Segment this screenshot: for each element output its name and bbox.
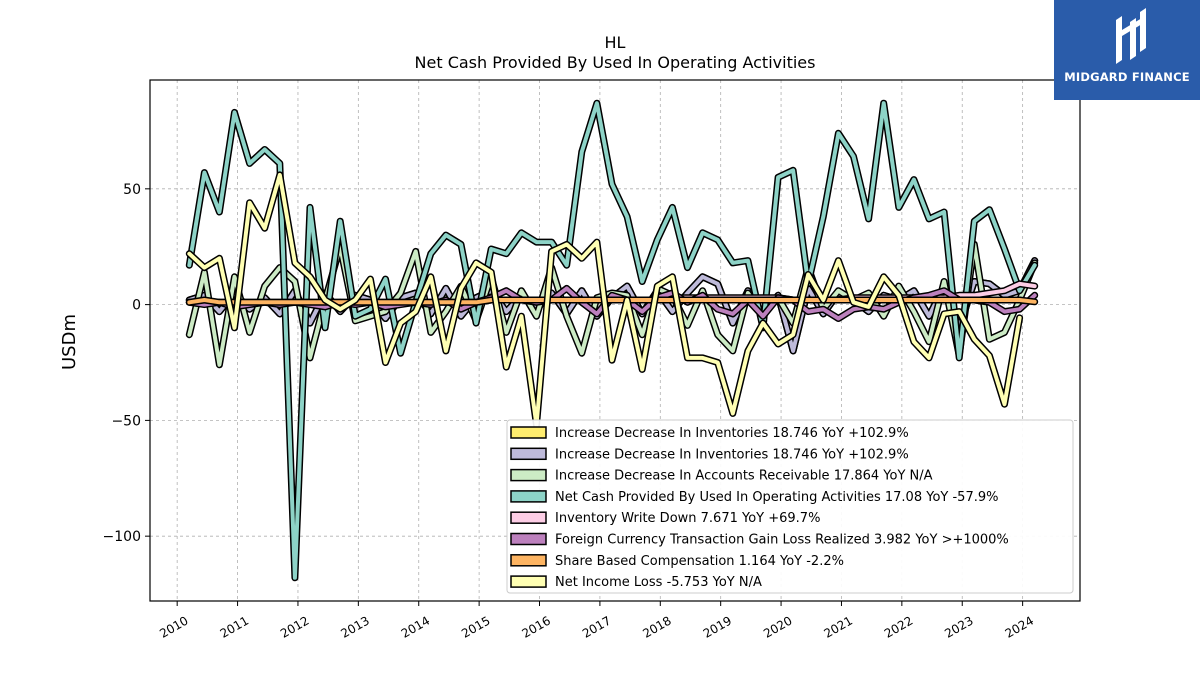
x-tick-label: 2015	[459, 613, 492, 640]
legend-item: Net Income Loss -5.753 YoY N/A	[510, 575, 762, 590]
chart-subtitle: Net Cash Provided By Used In Operating A…	[415, 53, 816, 72]
legend-item: Increase Decrease In Accounts Receivable…	[510, 468, 933, 484]
brand-name: MIDGARD FINANCE	[1064, 70, 1190, 84]
y-tick-label: 50	[123, 182, 141, 198]
legend-item: Foreign Currency Transaction Gain Loss R…	[510, 532, 1009, 548]
legend-label: Increase Decrease In Accounts Receivable…	[555, 469, 933, 484]
legend-swatch	[510, 532, 547, 546]
legend-item: Net Cash Provided By Used In Operating A…	[510, 490, 998, 505]
legend-swatch	[510, 511, 547, 524]
legend-swatch	[510, 426, 547, 439]
x-tick-label: 2022	[882, 613, 915, 640]
series-line-fill	[187, 172, 1022, 427]
x-tick-label: 2010	[157, 613, 190, 640]
x-tick-label: 2012	[278, 613, 311, 640]
legend-item: Share Based Compensation 1.164 YoY -2.2%	[510, 554, 844, 569]
brand-logo: MIDGARD FINANCE	[1054, 0, 1200, 100]
midgard-logo-icon	[1116, 8, 1146, 64]
legend-item: Increase Decrease In Inventories 18.746 …	[510, 426, 909, 441]
x-tick-label: 2017	[580, 613, 613, 640]
y-tick-label: −100	[103, 529, 141, 545]
legend-swatch	[510, 447, 547, 461]
chart-legend: Increase Decrease In Inventories 18.746 …	[506, 419, 1074, 594]
y-axis-label: USDm	[59, 314, 80, 370]
x-tick-label: 2024	[1003, 613, 1036, 640]
legend-item: Inventory Write Down 7.671 YoY +69.7%	[510, 511, 820, 526]
series-line	[185, 296, 1039, 306]
x-tick-label: 2013	[338, 613, 371, 640]
series-layer	[185, 99, 1039, 582]
legend-frame	[506, 419, 1074, 594]
legend-item: Increase Decrease In Inventories 18.746 …	[510, 447, 909, 462]
x-tick-label: 2020	[761, 613, 794, 640]
x-tick-label: 2021	[822, 613, 855, 640]
x-tick-label: 2011	[218, 613, 251, 640]
legend-label: Inventory Write Down 7.671 YoY +69.7%	[555, 511, 820, 526]
x-tick-label: 2019	[701, 613, 734, 640]
legend-label: Net Income Loss -5.753 YoY N/A	[555, 575, 762, 590]
y-tick-label: −50	[111, 413, 141, 429]
series-line-fill	[187, 101, 1037, 580]
legend-label: Increase Decrease In Inventories 18.746 …	[555, 447, 909, 462]
x-tick-label: 2016	[520, 613, 553, 640]
legend-swatch	[510, 575, 547, 588]
x-tick-label: 2014	[399, 613, 432, 640]
series-line	[185, 99, 1039, 582]
x-tick-label: 2023	[942, 613, 975, 640]
plot-frame	[149, 79, 1081, 602]
series-line	[185, 171, 1024, 429]
legend-swatch	[510, 468, 547, 482]
legend-label: Net Cash Provided By Used In Operating A…	[555, 490, 998, 505]
chart-title: HL	[605, 33, 626, 52]
legend-swatch	[510, 490, 547, 503]
legend-label: Foreign Currency Transaction Gain Loss R…	[555, 533, 1009, 548]
legend-swatch	[510, 554, 547, 567]
legend-label: Share Based Compensation 1.164 YoY -2.2%	[555, 554, 844, 569]
x-tick-label: 2018	[640, 613, 673, 640]
legend-label: Increase Decrease In Inventories 18.746 …	[555, 426, 909, 441]
series-line-fill	[187, 298, 1037, 305]
y-tick-label: 0	[132, 298, 141, 314]
